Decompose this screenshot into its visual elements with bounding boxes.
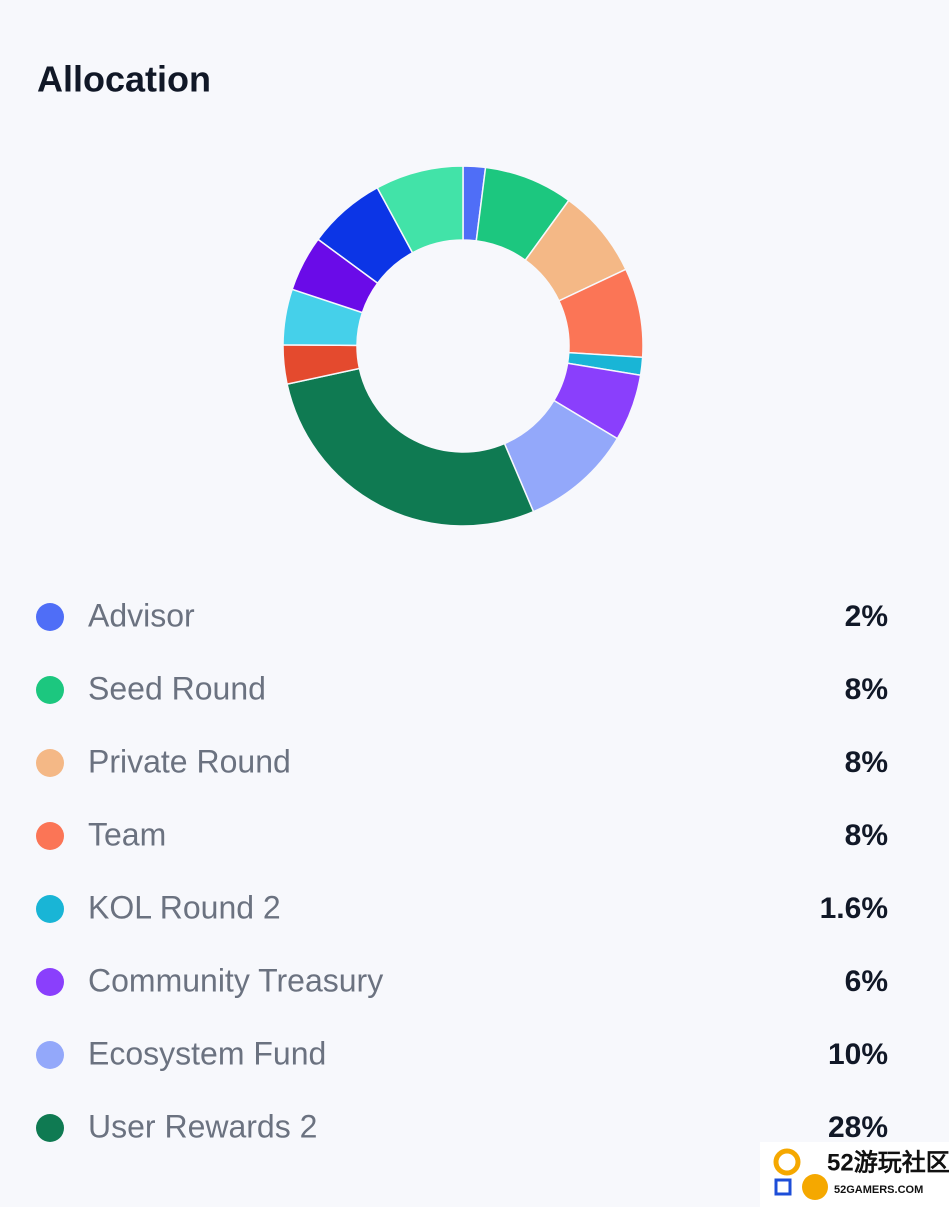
- legend-dot: [36, 1041, 64, 1069]
- legend-dot: [36, 822, 64, 850]
- legend-value: 1.6%: [820, 892, 888, 925]
- legend-value: 10%: [828, 1038, 888, 1071]
- donut-slice: [286, 367, 535, 527]
- legend-label: Team: [88, 816, 166, 852]
- legend-dot: [36, 1114, 64, 1142]
- donut-slice: [376, 165, 464, 254]
- legend-value: 6%: [845, 965, 888, 998]
- legend-value: 8%: [845, 819, 888, 852]
- legend-dot: [36, 603, 64, 631]
- legend-label: Seed Round: [88, 670, 266, 706]
- legend-label: User Rewards 2: [88, 1108, 317, 1144]
- watermark: 52游玩社区 52GAMERS.COM: [760, 1142, 949, 1207]
- watermark-icon: [802, 1174, 828, 1200]
- legend-dot: [36, 895, 64, 923]
- legend-value: 28%: [828, 1111, 888, 1144]
- legend-value: 8%: [845, 673, 888, 706]
- watermark-site: 52GAMERS.COM: [834, 1184, 923, 1196]
- legend-dot: [36, 968, 64, 996]
- legend-label: Advisor: [88, 597, 195, 633]
- legend-dot: [36, 676, 64, 704]
- legend-value: 2%: [845, 600, 888, 633]
- legend-label: Community Treasury: [88, 962, 383, 998]
- legend-dot: [36, 749, 64, 777]
- watermark-icon: [774, 1178, 792, 1196]
- watermark-name: 52游玩社区: [827, 1148, 949, 1176]
- watermark-icon: [773, 1148, 801, 1176]
- legend-value: 8%: [845, 746, 888, 779]
- legend-label: KOL Round 2: [88, 889, 281, 925]
- legend-label: Private Round: [88, 743, 291, 779]
- legend-label: Ecosystem Fund: [88, 1035, 326, 1071]
- chart-title: Allocation: [37, 59, 211, 100]
